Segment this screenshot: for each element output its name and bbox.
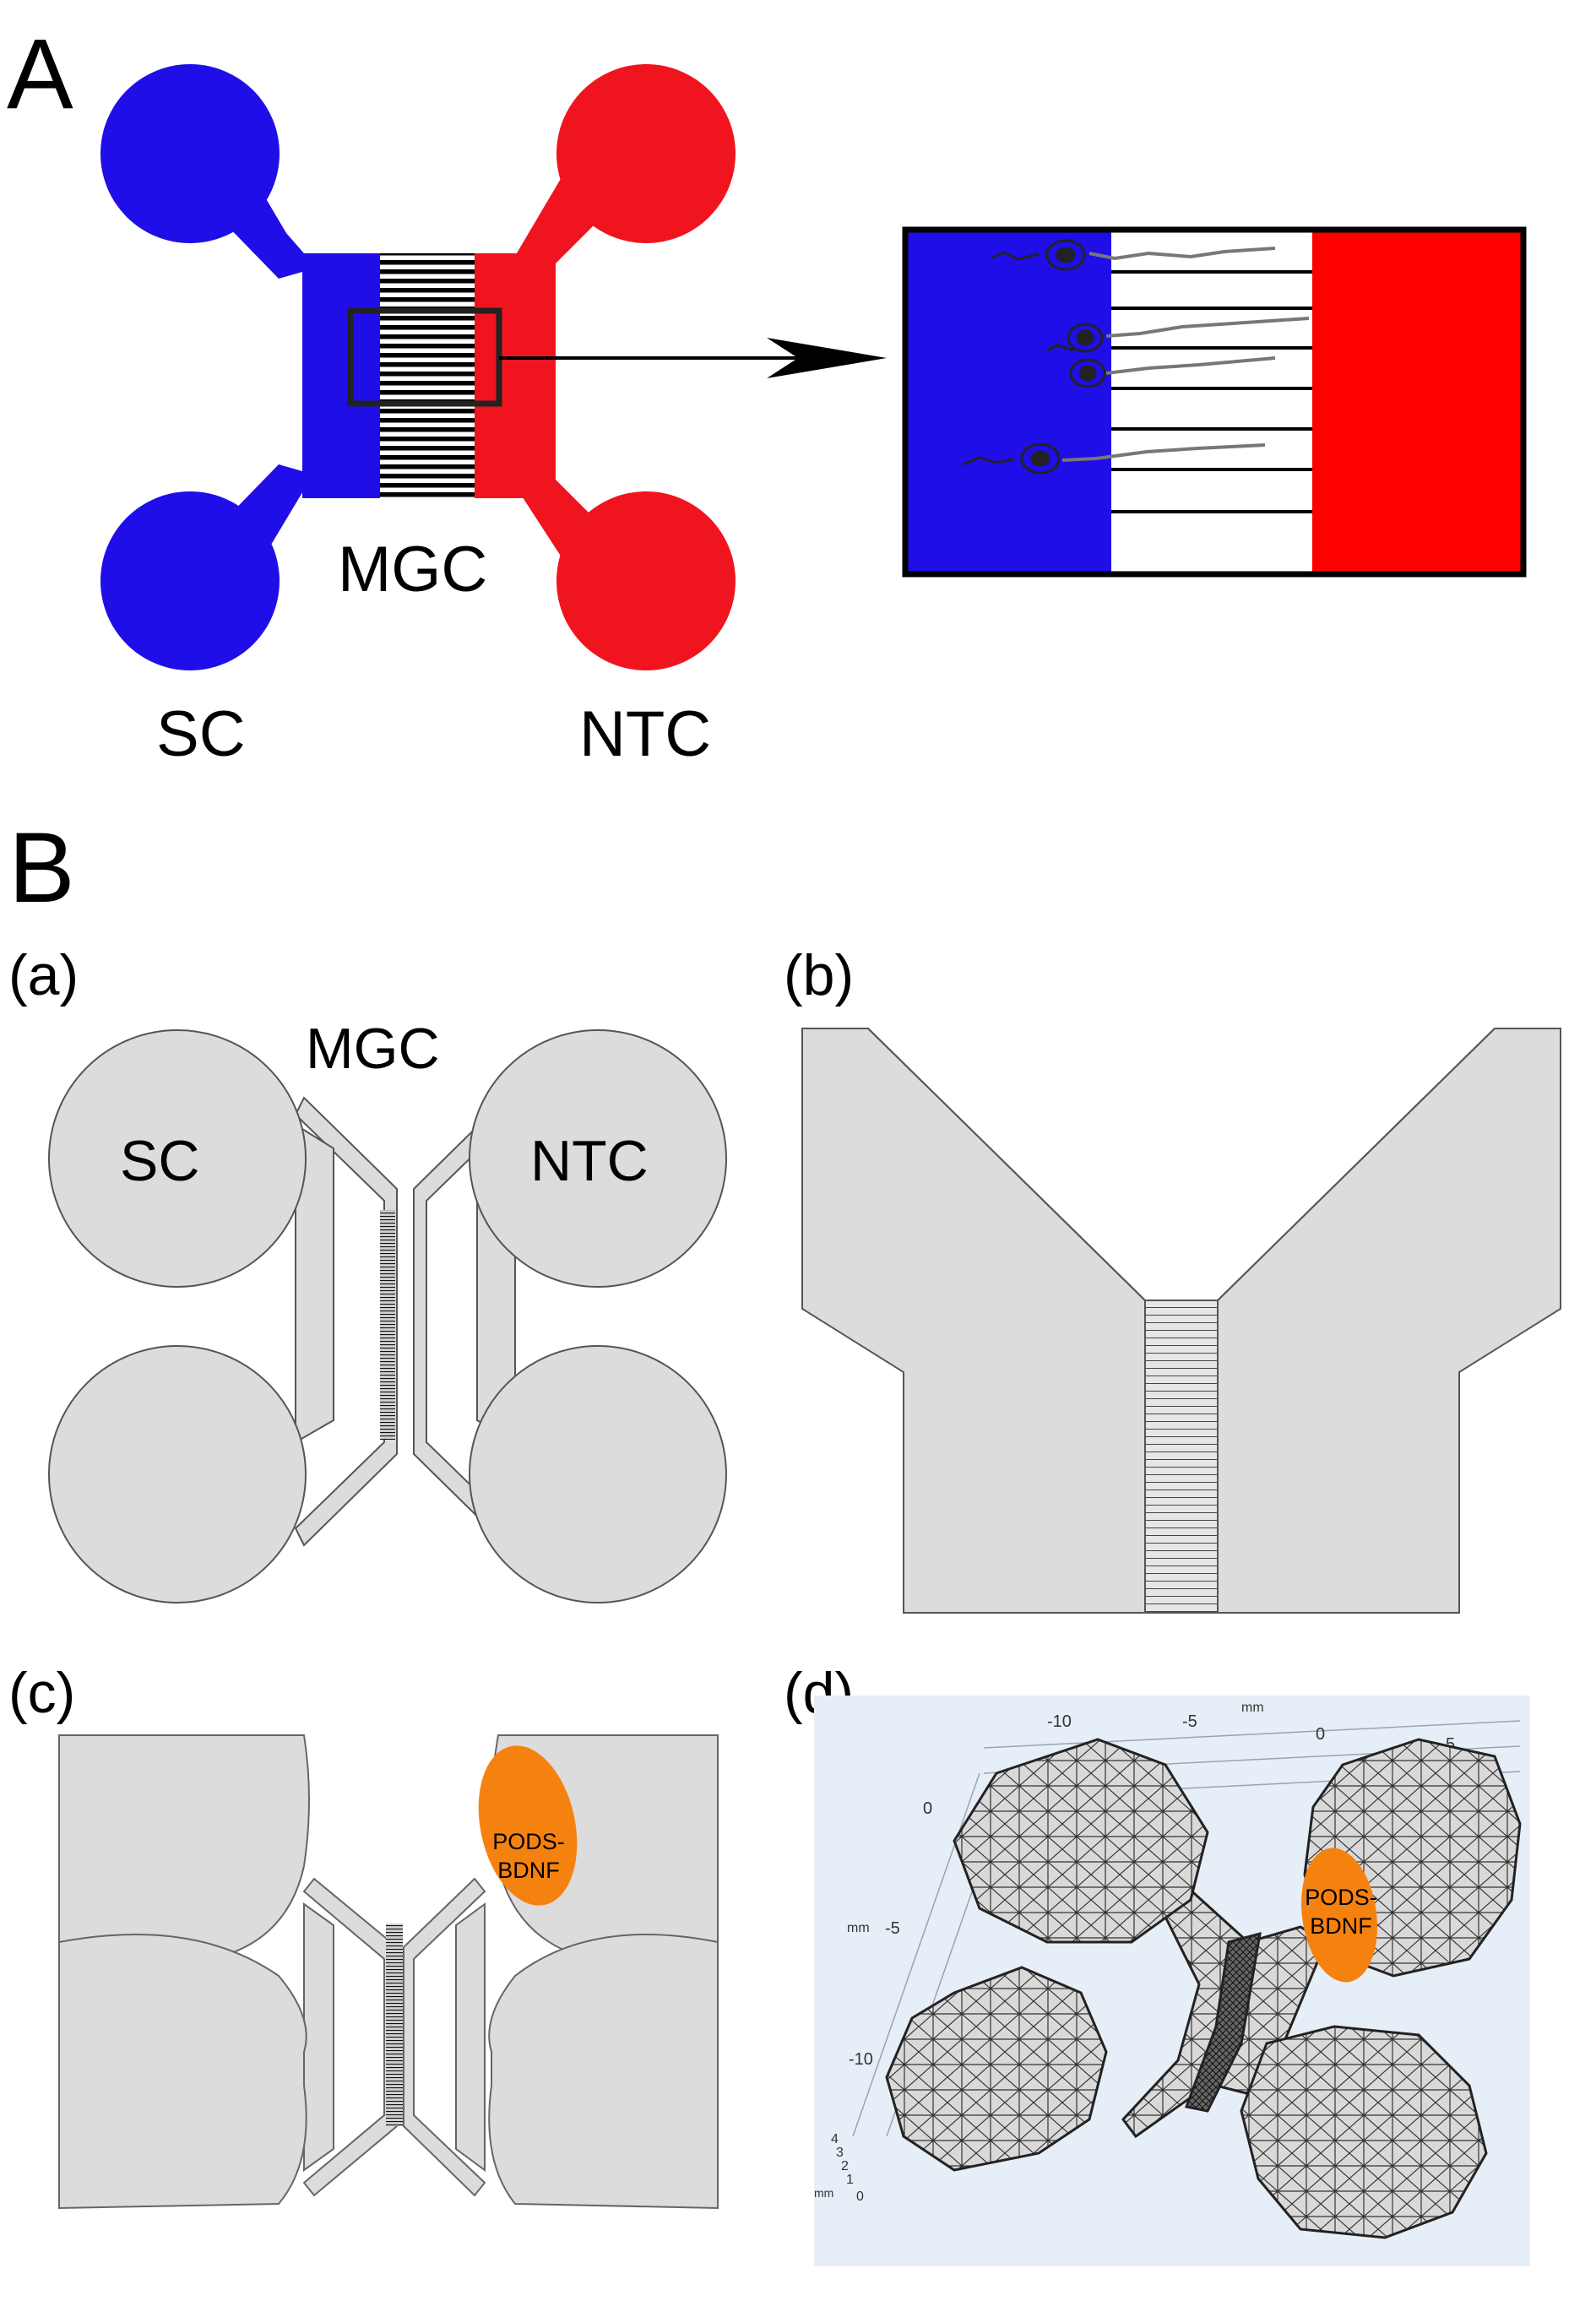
ntc-chamber-top (469, 1029, 727, 1288)
panel-b-b: (b) (784, 943, 1561, 1614)
panel-b-a: (a) MGC SC NTC (8, 943, 727, 1603)
top-axis-tick-4: 5 (1446, 1735, 1455, 1754)
sc-chamber (100, 64, 388, 670)
label-mgc-ba: MGC (306, 1017, 440, 1081)
sc-chamber-bottom (48, 1345, 307, 1603)
z-axis-tick-3: 2 (841, 2159, 849, 2173)
inset-channel-lines (1111, 270, 1312, 513)
z-axis-unit: mm (814, 2186, 833, 2200)
top-axis-tick-2: -5 (1182, 1712, 1197, 1731)
top-axis-unit: mm (1241, 1701, 1264, 1715)
panel-a-letter: A (7, 19, 73, 130)
sc-chamber-top (48, 1029, 307, 1288)
tag-a: (a) (8, 943, 79, 1007)
top-axis-tick-3: 0 (1316, 1725, 1325, 1744)
z-axis-tick-5: 0 (856, 2189, 864, 2204)
left-axis-unit: mm (847, 1921, 870, 1935)
zoomed-left-chamber (801, 1028, 1146, 1614)
mesh-chamber-tl (953, 1738, 1209, 1944)
pods-label-d-1: PODS- (1305, 1885, 1377, 1910)
left-axis-tick-2: -5 (885, 1919, 900, 1938)
ntc-chamber-bottom (469, 1345, 727, 1603)
mesh-chamber-br (1240, 2025, 1488, 2239)
tag-c: (c) (8, 1661, 75, 1725)
z-axis-tick-1: 4 (831, 2132, 839, 2146)
mgc-lines-c (386, 1924, 403, 2126)
left-axis-tick-1: 0 (923, 1799, 932, 1818)
mesh-chamber-bl (885, 1966, 1108, 2172)
z-axis-tick-2: 3 (836, 2146, 844, 2160)
zoom-inset (902, 226, 1527, 578)
left-axis-tick-3: -10 (849, 2050, 873, 2069)
zoomed-microgrooves (1144, 1300, 1219, 1614)
z-axis-tick-4: 1 (846, 2173, 854, 2187)
pods-label-c-1: PODS- (492, 1829, 565, 1854)
label-mgc-a: MGC (338, 534, 487, 605)
panel-b-letter: B (8, 812, 75, 924)
ntc-chamber (473, 64, 736, 670)
label-sc-a: SC (156, 698, 246, 770)
pods-bdnf-c (478, 1745, 578, 1906)
microgroove-array (380, 253, 475, 500)
neurons (962, 239, 1310, 475)
top-axis-tick-1: -10 (1047, 1712, 1072, 1731)
mesh-mgc (1184, 1931, 1262, 2113)
pods-label-d-2: BDNF (1310, 1913, 1372, 1939)
zoomed-right-chamber (1217, 1028, 1561, 1614)
tag-b: (b) (784, 943, 854, 1007)
panel-b: B (a) MGC SC NTC (b) (8, 812, 1561, 2266)
pods-label-c-2: BDNF (497, 1858, 560, 1883)
label-ntc-ba: NTC (530, 1129, 649, 1193)
panel-a: A MGC SC NTC (7, 19, 1527, 770)
mgc-lines-a (380, 1210, 395, 1440)
panel-b-c: (c) PODS- BDNF (8, 1661, 719, 2210)
arrow-head-icon (767, 338, 887, 378)
pods-bdnf-d (1301, 1848, 1377, 1983)
label-ntc-a: NTC (579, 698, 711, 770)
panel-b-d: (d) -10 -5 mm 0 5 0 mm -5 -10 4 3 2 1 mm (784, 1661, 1530, 2266)
mesh-model (885, 1738, 1522, 2239)
label-sc-ba: SC (120, 1129, 199, 1193)
